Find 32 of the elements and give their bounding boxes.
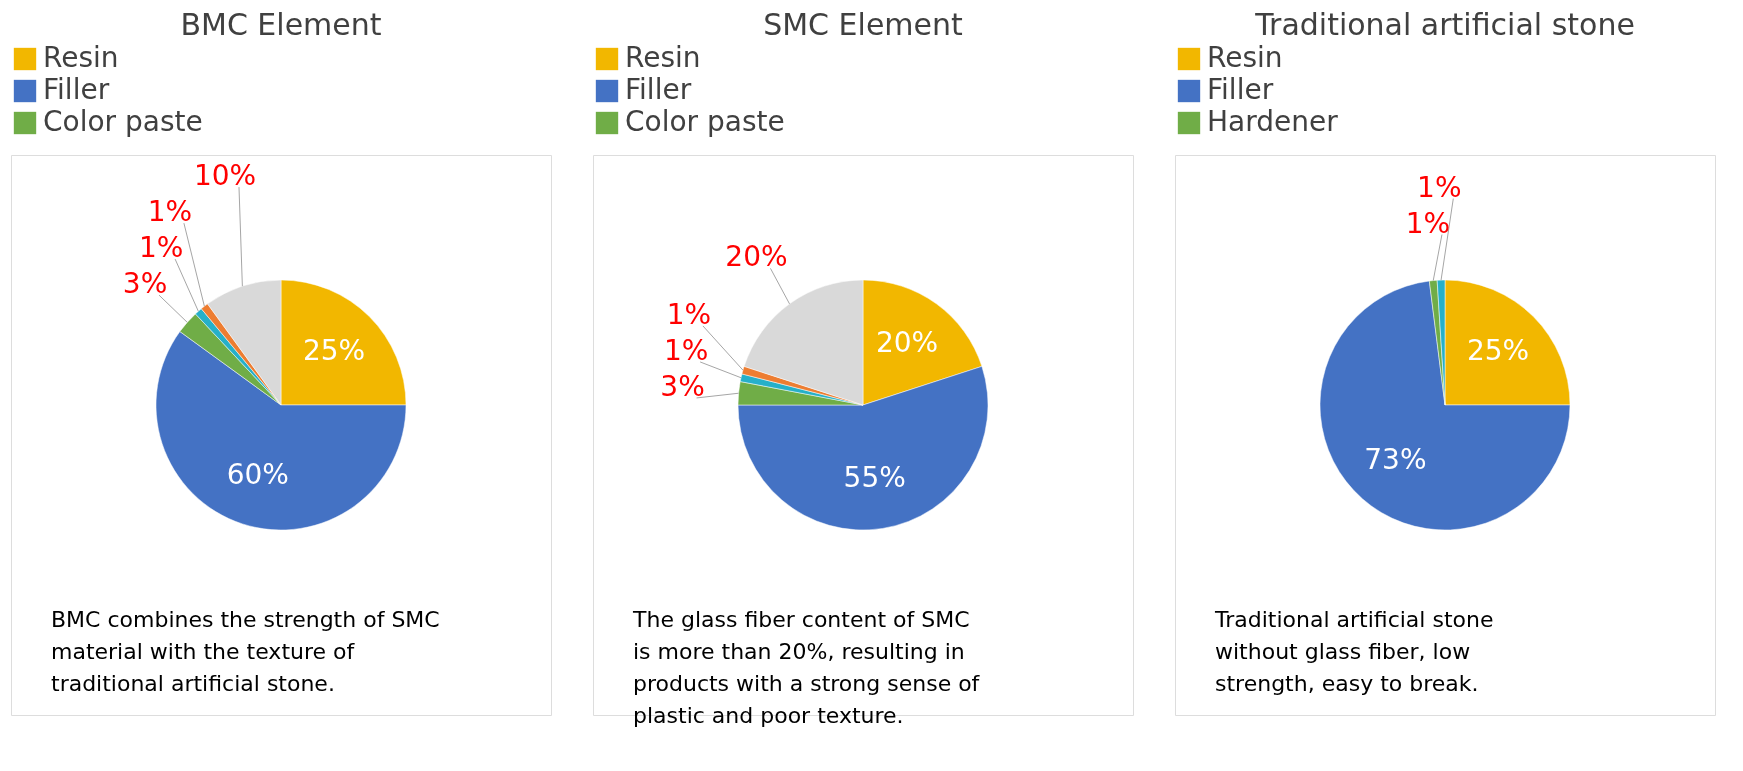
data-label: 3%	[122, 267, 168, 301]
data-label: 1%	[138, 231, 184, 265]
text: The glass fiber content of SMC is more than 20%, resulting in products with a strong sense of plastic and poor texture.	[632, 607, 981, 728]
data-label: 1%	[1405, 206, 1451, 240]
text: BMC combines the strength of SMC material with the texture of traditional artificial stone.	[51, 607, 440, 696]
data-label: 20%	[875, 326, 939, 360]
data-label: 73%	[1364, 443, 1427, 477]
data-label: 10%	[193, 159, 257, 193]
data-label: 25%	[302, 333, 366, 367]
legend-label: Color paste	[625, 105, 785, 138]
legend-label: Color paste	[43, 105, 203, 138]
data-label: 1%	[147, 195, 193, 229]
data-label: 3%	[660, 369, 705, 403]
pie-slice	[1319, 280, 1571, 531]
text: Traditional artificial stone without glass fiber, low strength, easy to break.	[1214, 607, 1494, 696]
data-label: 1%	[663, 333, 709, 367]
chart-title: BMC Element	[180, 7, 382, 42]
chart-title: Traditional artificial stone	[1254, 7, 1635, 42]
data-label: 60%	[226, 458, 289, 492]
data-label: 1%	[666, 297, 712, 331]
legend-label: Filler	[625, 73, 692, 106]
data-label: 55%	[843, 461, 906, 495]
legend-label: Filler	[43, 73, 110, 106]
legend-label: Filler	[1207, 73, 1274, 106]
legend-label: Resin	[43, 41, 119, 74]
data-label: 1%	[1417, 170, 1462, 204]
data-label: 25%	[1466, 333, 1530, 367]
legend-label: Resin	[1207, 41, 1283, 74]
legend-label: Resin	[625, 41, 701, 74]
data-label: 20%	[725, 240, 788, 274]
legend-label: Hardener	[1207, 105, 1339, 138]
chart-title: SMC Element	[763, 7, 964, 42]
